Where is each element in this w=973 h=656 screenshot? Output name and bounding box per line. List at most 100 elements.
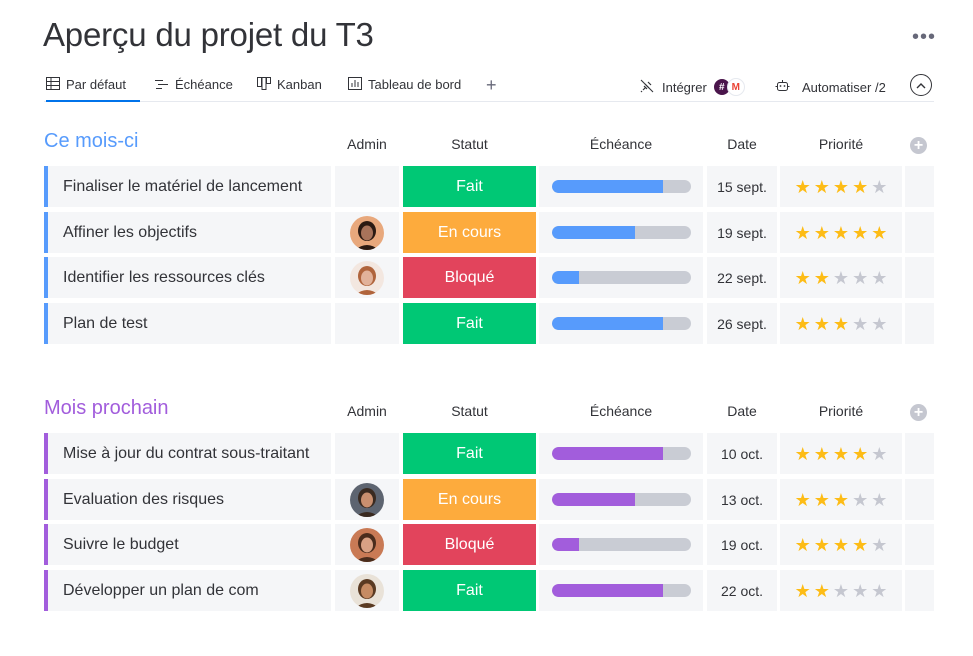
- table-row[interactable]: Affiner les objectifs En cours 19 sept. ★ ★ ★…: [44, 212, 934, 253]
- star-icon[interactable]: ★: [813, 534, 830, 555]
- status-label[interactable]: En cours: [403, 479, 536, 520]
- star-icon[interactable]: ★: [794, 313, 811, 334]
- star-icon[interactable]: ★: [794, 534, 811, 555]
- item-name[interactable]: Finaliser le matériel de lancement: [44, 166, 331, 207]
- timeline-cell[interactable]: [539, 303, 703, 344]
- timeline-cell[interactable]: [539, 524, 703, 565]
- group-title[interactable]: Ce mois-ci: [44, 130, 139, 152]
- item-name[interactable]: Développer un plan de com: [44, 570, 331, 611]
- column-header-priority[interactable]: Priorité: [818, 136, 864, 152]
- star-icon[interactable]: ★: [813, 580, 830, 601]
- group-title[interactable]: Mois prochain: [44, 397, 169, 419]
- status-label[interactable]: Fait: [403, 433, 536, 474]
- star-icon[interactable]: ★: [832, 222, 850, 243]
- priority-rating[interactable]: ★ ★ ★ ★ ★: [780, 212, 902, 253]
- star-icon[interactable]: ★: [832, 267, 850, 288]
- star-icon[interactable]: ★: [852, 489, 869, 510]
- star-icon[interactable]: ★: [871, 267, 888, 288]
- date-cell[interactable]: 22 oct.: [707, 570, 777, 611]
- admin-cell[interactable]: [335, 433, 399, 474]
- date-cell[interactable]: 15 sept.: [707, 166, 777, 207]
- column-header-admin[interactable]: Admin: [347, 136, 387, 152]
- star-icon[interactable]: ★: [871, 534, 888, 555]
- priority-rating[interactable]: ★ ★ ★ ★ ★: [780, 166, 902, 207]
- date-cell[interactable]: 19 sept.: [707, 212, 777, 253]
- status-label[interactable]: Fait: [403, 303, 536, 344]
- timeline-cell[interactable]: [539, 166, 703, 207]
- priority-rating[interactable]: ★ ★ ★ ★ ★: [780, 303, 902, 344]
- date-cell[interactable]: 13 oct.: [707, 479, 777, 520]
- star-icon[interactable]: ★: [832, 443, 850, 464]
- star-icon[interactable]: ★: [794, 580, 811, 601]
- automate-button[interactable]: Automatiser /2: [775, 76, 886, 98]
- timeline-cell[interactable]: [539, 212, 703, 253]
- status-label[interactable]: Fait: [403, 570, 536, 611]
- admin-cell[interactable]: [335, 303, 399, 344]
- priority-rating[interactable]: ★ ★ ★ ★ ★: [780, 524, 902, 565]
- admin-cell[interactable]: [335, 570, 399, 611]
- timeline-cell[interactable]: [539, 433, 703, 474]
- table-row[interactable]: Finaliser le matériel de lancement Fait 15…: [44, 166, 934, 207]
- priority-rating[interactable]: ★ ★ ★ ★ ★: [780, 433, 902, 474]
- star-icon[interactable]: ★: [813, 267, 830, 288]
- star-icon[interactable]: ★: [832, 313, 850, 334]
- star-icon[interactable]: ★: [813, 489, 830, 510]
- status-label[interactable]: Bloqué: [403, 524, 536, 565]
- star-icon[interactable]: ★: [852, 176, 869, 197]
- star-icon[interactable]: ★: [794, 222, 811, 243]
- status-label[interactable]: Fait: [403, 166, 536, 207]
- date-cell[interactable]: 22 sept.: [707, 257, 777, 298]
- priority-rating[interactable]: ★ ★ ★ ★ ★: [780, 257, 902, 298]
- item-name[interactable]: Plan de test: [44, 303, 331, 344]
- integrate-button[interactable]: Intégrer # M: [640, 76, 745, 98]
- add-view-icon[interactable]: +: [486, 75, 497, 95]
- add-column-icon[interactable]: +: [910, 137, 927, 154]
- column-header-admin[interactable]: Admin: [347, 403, 387, 419]
- star-icon[interactable]: ★: [852, 443, 869, 464]
- status-label[interactable]: En cours: [403, 212, 536, 253]
- priority-rating[interactable]: ★ ★ ★ ★ ★: [780, 570, 902, 611]
- table-row[interactable]: Evaluation des risques En cours 13 oct. ★ ★ ★…: [44, 479, 934, 520]
- status-label[interactable]: Bloqué: [403, 257, 536, 298]
- star-icon[interactable]: ★: [832, 534, 850, 555]
- column-header-date[interactable]: Date: [727, 403, 757, 419]
- column-header-date[interactable]: Date: [727, 136, 757, 152]
- item-name[interactable]: Mise à jour du contrat sous-traitant: [44, 433, 331, 474]
- date-cell[interactable]: 26 sept.: [707, 303, 777, 344]
- item-name[interactable]: Evaluation des risques: [44, 479, 331, 520]
- table-row[interactable]: Plan de test Fait 26 sept. ★ ★ ★ ★ ★: [44, 303, 934, 344]
- star-icon[interactable]: ★: [871, 222, 888, 243]
- star-icon[interactable]: ★: [813, 176, 830, 197]
- star-icon[interactable]: ★: [871, 489, 888, 510]
- tab-kanban[interactable]: Kanban: [257, 77, 322, 102]
- tab-default[interactable]: Par défaut: [46, 77, 140, 102]
- more-options-icon[interactable]: •••: [912, 26, 937, 48]
- timeline-cell[interactable]: [539, 257, 703, 298]
- star-icon[interactable]: ★: [813, 443, 830, 464]
- column-header-status[interactable]: Statut: [451, 136, 488, 152]
- star-icon[interactable]: ★: [832, 580, 850, 601]
- star-icon[interactable]: ★: [794, 267, 811, 288]
- priority-rating[interactable]: ★ ★ ★ ★ ★: [780, 479, 902, 520]
- item-name[interactable]: Identifier les ressources clés: [44, 257, 331, 298]
- admin-cell[interactable]: [335, 257, 399, 298]
- date-cell[interactable]: 19 oct.: [707, 524, 777, 565]
- star-icon[interactable]: ★: [871, 443, 888, 464]
- table-row[interactable]: Mise à jour du contrat sous-traitant Fait…: [44, 433, 934, 474]
- timeline-cell[interactable]: [539, 570, 703, 611]
- item-name[interactable]: Suivre le budget: [44, 524, 331, 565]
- admin-cell[interactable]: [335, 524, 399, 565]
- column-header-timeline[interactable]: Échéance: [589, 136, 653, 152]
- table-row[interactable]: Développer un plan de com Fait 22 oct. ★ ★ ★ ★…: [44, 570, 934, 611]
- add-column-icon[interactable]: +: [910, 404, 927, 421]
- star-icon[interactable]: ★: [852, 267, 869, 288]
- star-icon[interactable]: ★: [794, 443, 811, 464]
- star-icon[interactable]: ★: [813, 222, 830, 243]
- column-header-priority[interactable]: Priorité: [818, 403, 864, 419]
- item-name[interactable]: Affiner les objectifs: [44, 212, 331, 253]
- star-icon[interactable]: ★: [852, 580, 869, 601]
- admin-cell[interactable]: [335, 479, 399, 520]
- star-icon[interactable]: ★: [852, 534, 869, 555]
- column-header-timeline[interactable]: Échéance: [589, 403, 653, 419]
- star-icon[interactable]: ★: [794, 489, 811, 510]
